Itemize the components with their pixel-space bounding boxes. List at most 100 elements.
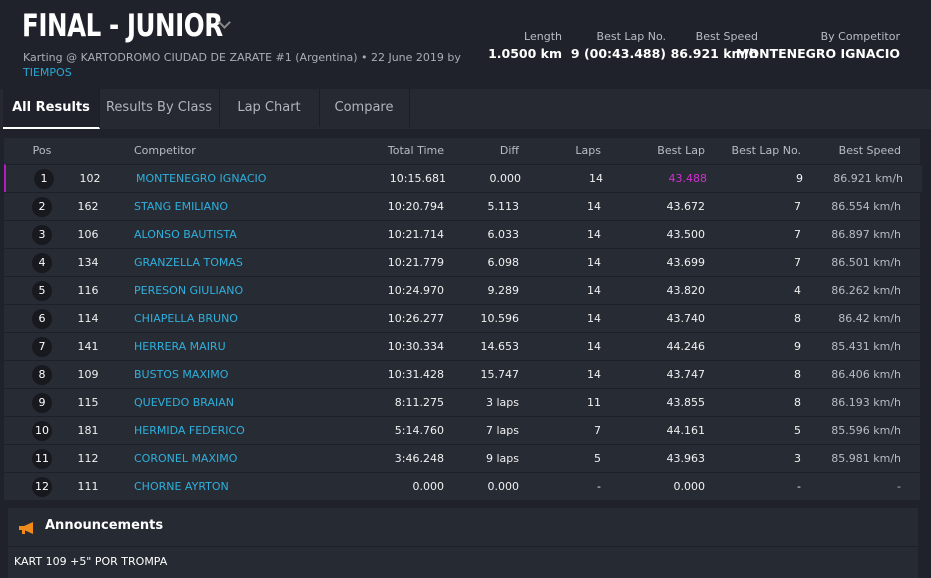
cell: 6.033 [487, 228, 520, 241]
competitor-link[interactable]: ALONSO BAUTISTA [134, 228, 237, 241]
cell: 10:21.779 [387, 256, 444, 269]
result-row: 1 102 MONTENEGRO IGNACIO 10:15.681 0.000 14 43… [4, 164, 922, 192]
cell: 3:46.248 [394, 452, 444, 465]
cell: 43.747 [666, 368, 706, 381]
cell: 8 [794, 368, 801, 381]
announcements-title: Announcements [45, 518, 164, 533]
column-header: Competitor [134, 144, 196, 157]
cell: 10:15.681 [389, 172, 446, 185]
cell: 5:14.760 [394, 424, 444, 437]
cell: 10:26.277 [387, 312, 444, 325]
position-badge: 1 [34, 169, 54, 189]
cell: 134 [77, 256, 99, 269]
cell: 0.000 [673, 480, 706, 493]
race-title: FINAL - JUNIOR [22, 8, 223, 44]
cell: 85.431 km/h [831, 340, 901, 353]
competitor-link[interactable]: BUSTOS MAXIMO [134, 368, 229, 381]
result-row: 9 115 QUEVEDO BRAIAN 8:11.275 3 laps 11 43.855… [4, 388, 920, 416]
column-header: Pos [32, 144, 52, 157]
cell: 86.921 km/h [833, 172, 903, 185]
cell: 114 [77, 312, 99, 325]
competitor-link[interactable]: CHIAPELLA BRUNO [134, 312, 238, 325]
cell: 5.113 [487, 200, 520, 213]
race-subtitle: Karting @ KARTODROMO CIUDAD DE ZARATE #1… [23, 51, 461, 64]
position-badge: 3 [32, 225, 52, 245]
result-row: 12 111 CHORNE AYRTON 0.000 0.000 - 0.000 - - [4, 472, 920, 500]
position-badge: 6 [32, 309, 52, 329]
cell: 86.42 km/h [838, 312, 901, 325]
megaphone-icon [19, 522, 33, 534]
cell: 7 [794, 200, 801, 213]
competitor-link[interactable]: PERESON GIULIANO [134, 284, 244, 297]
timing-link[interactable]: TIEMPOS [23, 66, 72, 79]
separator [8, 546, 918, 547]
position-badge: 7 [32, 337, 52, 357]
cell: 0.000 [412, 480, 445, 493]
cell: 85.981 km/h [831, 452, 901, 465]
cell: 86.262 km/h [831, 284, 901, 297]
stat-label: By Competitor [820, 30, 900, 43]
cell: 43.820 [666, 284, 706, 297]
competitor-link[interactable]: HERMIDA FEDERICO [134, 424, 245, 437]
competitor-link[interactable]: CORONEL MAXIMO [134, 452, 238, 465]
cell: 10:21.714 [387, 228, 444, 241]
cell: 112 [77, 452, 99, 465]
position-badge: 2 [32, 197, 52, 217]
cell: 43.740 [666, 312, 706, 325]
position-badge: 12 [32, 477, 52, 497]
result-row: 3 106 ALONSO BAUTISTA 10:21.714 6.033 14 43.50… [4, 220, 920, 248]
cell: 141 [77, 340, 99, 353]
cell: 86.897 km/h [831, 228, 901, 241]
tab[interactable]: Results By Class [99, 89, 220, 127]
cell: - [597, 480, 601, 493]
cell: 3 [794, 452, 801, 465]
cell: 43.855 [666, 396, 706, 409]
stat-label: Best Lap No. [596, 30, 666, 43]
competitor-link[interactable]: MONTENEGRO IGNACIO [136, 172, 267, 185]
cell: 10:24.970 [387, 284, 444, 297]
cell: 9.289 [487, 284, 520, 297]
position-badge: 11 [32, 449, 52, 469]
cell: 43.500 [666, 228, 706, 241]
cell: 86.406 km/h [831, 368, 901, 381]
column-header: Diff [499, 144, 519, 157]
tab-bar: All Results Results By Class Lap Chart Comp… [0, 89, 931, 129]
competitor-link[interactable]: CHORNE AYRTON [134, 480, 229, 493]
cell: 86.501 km/h [831, 256, 901, 269]
cell: 7 laps [485, 424, 519, 437]
cell: 5 [594, 452, 601, 465]
stat-value: 9 (00:43.488) [570, 46, 666, 61]
column-header: Best Speed [838, 144, 901, 157]
tab[interactable]: All Results [3, 89, 100, 129]
cell: 9 [796, 172, 803, 185]
cell: 14 [589, 172, 603, 185]
cell: 9 laps [485, 452, 519, 465]
competitor-link[interactable]: GRANZELLA TOMAS [134, 256, 243, 269]
cell: 14 [587, 256, 601, 269]
cell: 43.963 [666, 452, 706, 465]
cell: 111 [77, 480, 99, 493]
stat-value: 86.921 km/h [670, 46, 758, 61]
cell: 43.672 [666, 200, 706, 213]
stat-value: MONTENEGRO IGNACIO [736, 46, 900, 61]
cell: 115 [77, 396, 99, 409]
result-row: 8 109 BUSTOS MAXIMO 10:31.428 15.747 14 43.747… [4, 360, 920, 388]
cell: 6.098 [487, 256, 520, 269]
cell: 4 [794, 284, 801, 297]
cell: 8 [794, 396, 801, 409]
result-row: 7 141 HERRERA MAIRU 10:30.334 14.653 14 44.246… [4, 332, 920, 360]
result-row: 11 112 CORONEL MAXIMO 3:46.248 9 laps 5 43.963… [4, 444, 920, 472]
tab[interactable]: Lap Chart [219, 89, 320, 127]
cell: 10:20.794 [387, 200, 444, 213]
cell: 109 [77, 368, 99, 381]
cell: 14 [587, 340, 601, 353]
result-row: 4 134 GRANZELLA TOMAS 10:21.779 6.098 14 43.69… [4, 248, 920, 276]
cell: 44.161 [666, 424, 706, 437]
competitor-link[interactable]: STANG EMILIANO [134, 200, 229, 213]
cell: 9 [794, 340, 801, 353]
cell: 7 [794, 228, 801, 241]
competitor-link[interactable]: QUEVEDO BRAIAN [134, 396, 235, 409]
result-row: 10 181 HERMIDA FEDERICO 5:14.760 7 laps 7 44.1… [4, 416, 920, 444]
competitor-link[interactable]: HERRERA MAIRU [134, 340, 226, 353]
tab[interactable]: Compare [319, 89, 410, 127]
